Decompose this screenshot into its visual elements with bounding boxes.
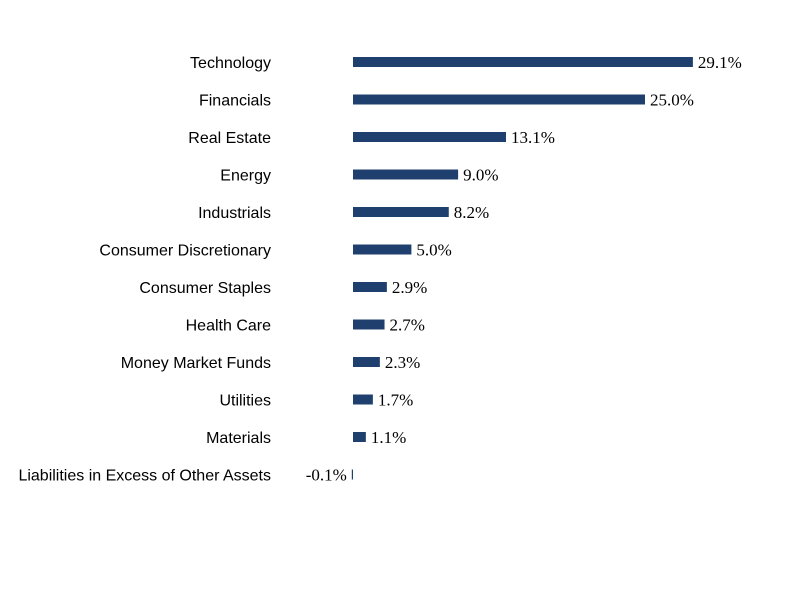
data-label: 9.0%	[463, 166, 498, 185]
category-label: Liabilities in Excess of Other Assets	[18, 468, 271, 485]
bar	[353, 132, 507, 142]
category-labels-group: Technology Financials Real Estate Energy Ind…	[18, 55, 271, 485]
value-labels-group: 29.1%25.0% 13.1% 9.0% 8.2%5.0% 2.9% 2.7% 2.3% 1…	[306, 53, 742, 485]
category-label: Energy	[220, 168, 271, 185]
data-label: 13.1%	[511, 128, 555, 147]
bar	[353, 207, 449, 217]
category-label: Consumer Discretionary	[99, 243, 271, 260]
data-label: 25.0%	[650, 91, 694, 110]
bar	[353, 94, 645, 105]
data-label: 2.7%	[390, 316, 425, 335]
category-label: Money Market Funds	[121, 355, 271, 372]
bar	[353, 57, 693, 67]
category-label: Industrials	[198, 205, 271, 222]
category-label: Materials	[206, 430, 271, 447]
category-label: Health Care	[186, 318, 271, 335]
bars-group	[351, 57, 693, 480]
data-label: 2.3%	[385, 353, 420, 372]
data-label: 5.0%	[416, 241, 451, 260]
bar	[351, 469, 353, 480]
data-label: -0.1%	[306, 466, 347, 485]
bar	[353, 282, 387, 292]
bar	[353, 244, 412, 255]
data-label: 1.1%	[371, 428, 406, 447]
data-label: 2.9%	[392, 278, 427, 297]
data-label: 1.7%	[378, 391, 413, 410]
bar	[353, 169, 459, 180]
data-label: 8.2%	[454, 203, 489, 222]
bar	[353, 432, 366, 442]
bar	[353, 357, 380, 367]
data-label: 29.1%	[698, 53, 742, 72]
category-label: Technology	[190, 55, 271, 72]
category-label: Utilities	[219, 393, 271, 410]
category-label: Consumer Staples	[139, 280, 271, 297]
bar	[353, 394, 373, 405]
category-label: Financials	[199, 93, 271, 110]
category-label: Real Estate	[188, 130, 271, 147]
bar	[353, 319, 385, 330]
